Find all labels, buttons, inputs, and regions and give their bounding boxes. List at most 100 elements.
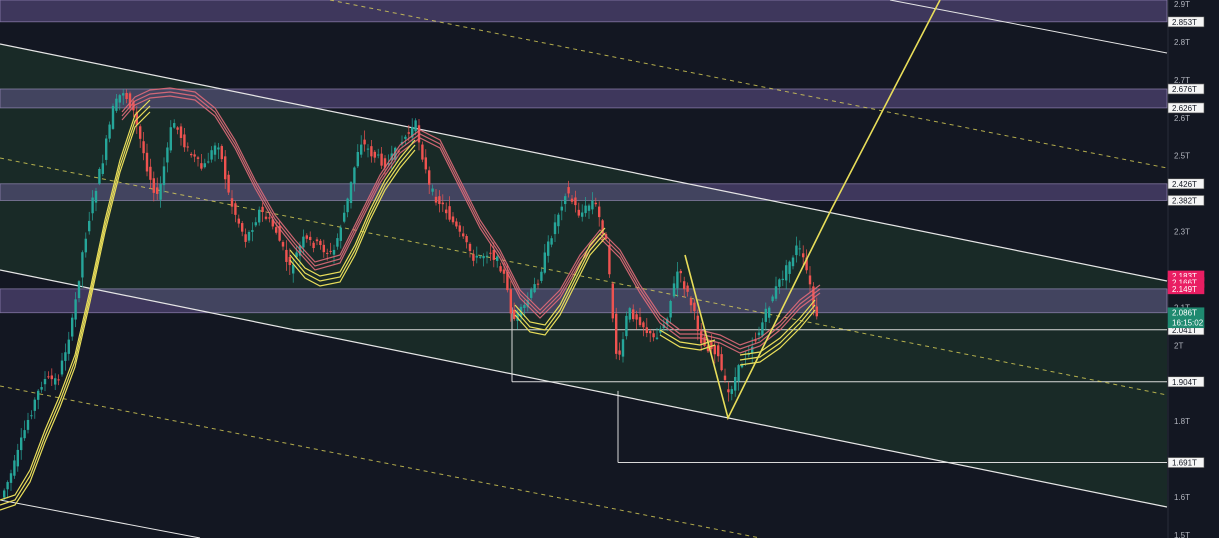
candle-body-17 — [60, 360, 64, 375]
candle-body-190 — [649, 330, 652, 334]
candle-body-86 — [295, 252, 298, 258]
candle-body-234 — [798, 248, 801, 250]
yellow-ma-line-11 — [659, 334, 716, 351]
candle-body-210 — [717, 345, 720, 357]
candle-body-238 — [812, 286, 815, 307]
candle-body-213 — [727, 389, 730, 393]
candle-body-80 — [275, 227, 278, 233]
candle-body-125 — [428, 170, 431, 185]
candle-body-113 — [387, 162, 390, 165]
yellow-ma-line-7 — [514, 227, 606, 326]
y-tick-label: 2.8T — [1174, 38, 1190, 47]
candle-body-141 — [482, 255, 485, 259]
candle-body-68 — [234, 203, 237, 215]
candle-body-165 — [564, 196, 567, 205]
candle-body-207 — [706, 345, 710, 352]
candle-body-185 — [632, 309, 635, 320]
candle-body-108 — [370, 146, 373, 157]
channel-outer-bottom-line — [0, 499, 201, 538]
candle-body-42 — [145, 152, 149, 172]
level-badge-2.426T-box — [1167, 178, 1205, 190]
candle-body-166 — [567, 187, 570, 194]
candle-body-107 — [366, 148, 370, 150]
candle-body-24 — [84, 238, 87, 253]
candle-body-72 — [247, 231, 251, 241]
candle-body-12 — [43, 379, 47, 385]
candle-body-25 — [88, 220, 91, 232]
candle-body-118 — [404, 136, 407, 139]
candle-body-160 — [547, 241, 550, 256]
candle-body-161 — [550, 238, 553, 245]
candle-body-173 — [591, 200, 594, 210]
candle-body-216 — [737, 365, 740, 382]
current-price-badge-box — [1167, 307, 1205, 329]
candle-body-105 — [360, 144, 363, 155]
candle-body-93 — [319, 240, 322, 246]
candle-body-67 — [230, 198, 234, 207]
ma-badge-2.183T-label: 2.183T — [1172, 272, 1197, 281]
candle-body-122 — [417, 125, 421, 143]
zone-1 — [0, 88, 1168, 109]
yellow-ma-line-8 — [514, 232, 606, 331]
dashed-midlines — [0, 0, 1168, 538]
candle-body-6 — [23, 430, 26, 439]
candle-body-220 — [751, 346, 754, 354]
candle-body-151 — [516, 311, 519, 321]
candle-body-29 — [101, 163, 104, 174]
candle-body-128 — [438, 196, 441, 205]
candle-body-211 — [720, 354, 723, 371]
candle-body-226 — [771, 296, 774, 302]
candle-body-174 — [594, 202, 597, 205]
candle-body-196 — [669, 301, 672, 318]
candle-body-224 — [764, 308, 767, 322]
candle-body-209 — [713, 345, 716, 355]
channel-top-line — [0, 43, 1168, 282]
yellow-ma-line-3 — [0, 111, 151, 511]
candle-body-178 — [608, 245, 611, 275]
candle-body-187 — [638, 317, 642, 326]
level-badge-2.626T-label: 2.626T — [1172, 104, 1197, 113]
candle-body-69 — [237, 218, 240, 224]
yellow-ma-line-2 — [0, 105, 151, 506]
candle-body-41 — [142, 141, 145, 154]
candle-body-11 — [40, 387, 43, 390]
candle-body-201 — [686, 285, 689, 292]
candle-body-43 — [149, 166, 152, 180]
candle-body-9 — [33, 399, 36, 411]
level-badge-2.853T-box — [1167, 16, 1205, 28]
candle-body-127 — [434, 196, 438, 203]
candle-body-179 — [611, 283, 614, 319]
candle-body-83 — [285, 249, 288, 262]
zone-3 — [0, 288, 1168, 314]
y-tick-label: 1.6T — [1174, 493, 1190, 502]
candle-body-164 — [560, 206, 563, 211]
candle-body-158 — [540, 271, 543, 281]
level-badge-2.676T-box — [1167, 83, 1205, 95]
candle-body-200 — [683, 281, 686, 290]
candle-body-168 — [574, 197, 577, 206]
level-badge-1.691T-label: 1.691T — [1172, 459, 1197, 468]
candle-body-62 — [213, 145, 217, 155]
candle-body-40 — [139, 126, 142, 139]
candle-body-115 — [394, 147, 397, 160]
candle-body-132 — [451, 216, 455, 223]
candle-body-33 — [115, 98, 118, 111]
candle-body-176 — [601, 220, 604, 234]
candle-body-18 — [64, 352, 67, 361]
candle-body-10 — [37, 390, 40, 400]
candle-body-26 — [91, 197, 94, 214]
candle-body-175 — [598, 206, 601, 218]
candle-body-89 — [305, 235, 308, 239]
candle-body-2 — [9, 473, 13, 483]
level-badge-2.426T-label: 2.426T — [1172, 180, 1197, 189]
candle-body-215 — [734, 377, 737, 391]
candle-body-51 — [176, 127, 179, 130]
ma-badge-2.166T-label: 2.166T — [1172, 278, 1197, 287]
candle-body-198 — [676, 271, 679, 289]
candle-body-31 — [108, 124, 111, 139]
candle-body-27 — [94, 190, 98, 203]
candle-body-92 — [315, 239, 319, 242]
candle-body-197 — [672, 283, 676, 297]
candle-body-195 — [666, 318, 669, 325]
